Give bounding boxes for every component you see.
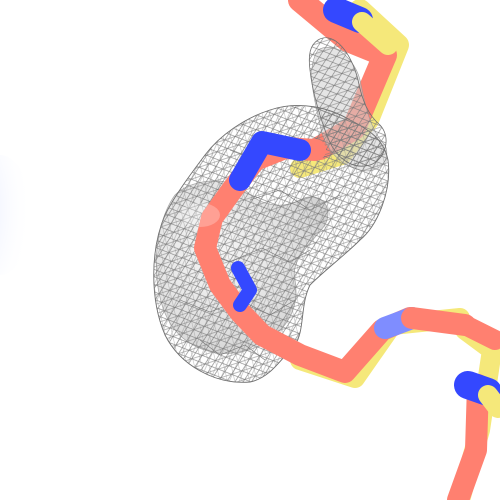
- distant-atom-fog: [0, 155, 32, 275]
- electron-density-mesh: [153, 37, 390, 383]
- surface-highlight: [180, 203, 220, 227]
- stick-model-front: [194, 131, 500, 500]
